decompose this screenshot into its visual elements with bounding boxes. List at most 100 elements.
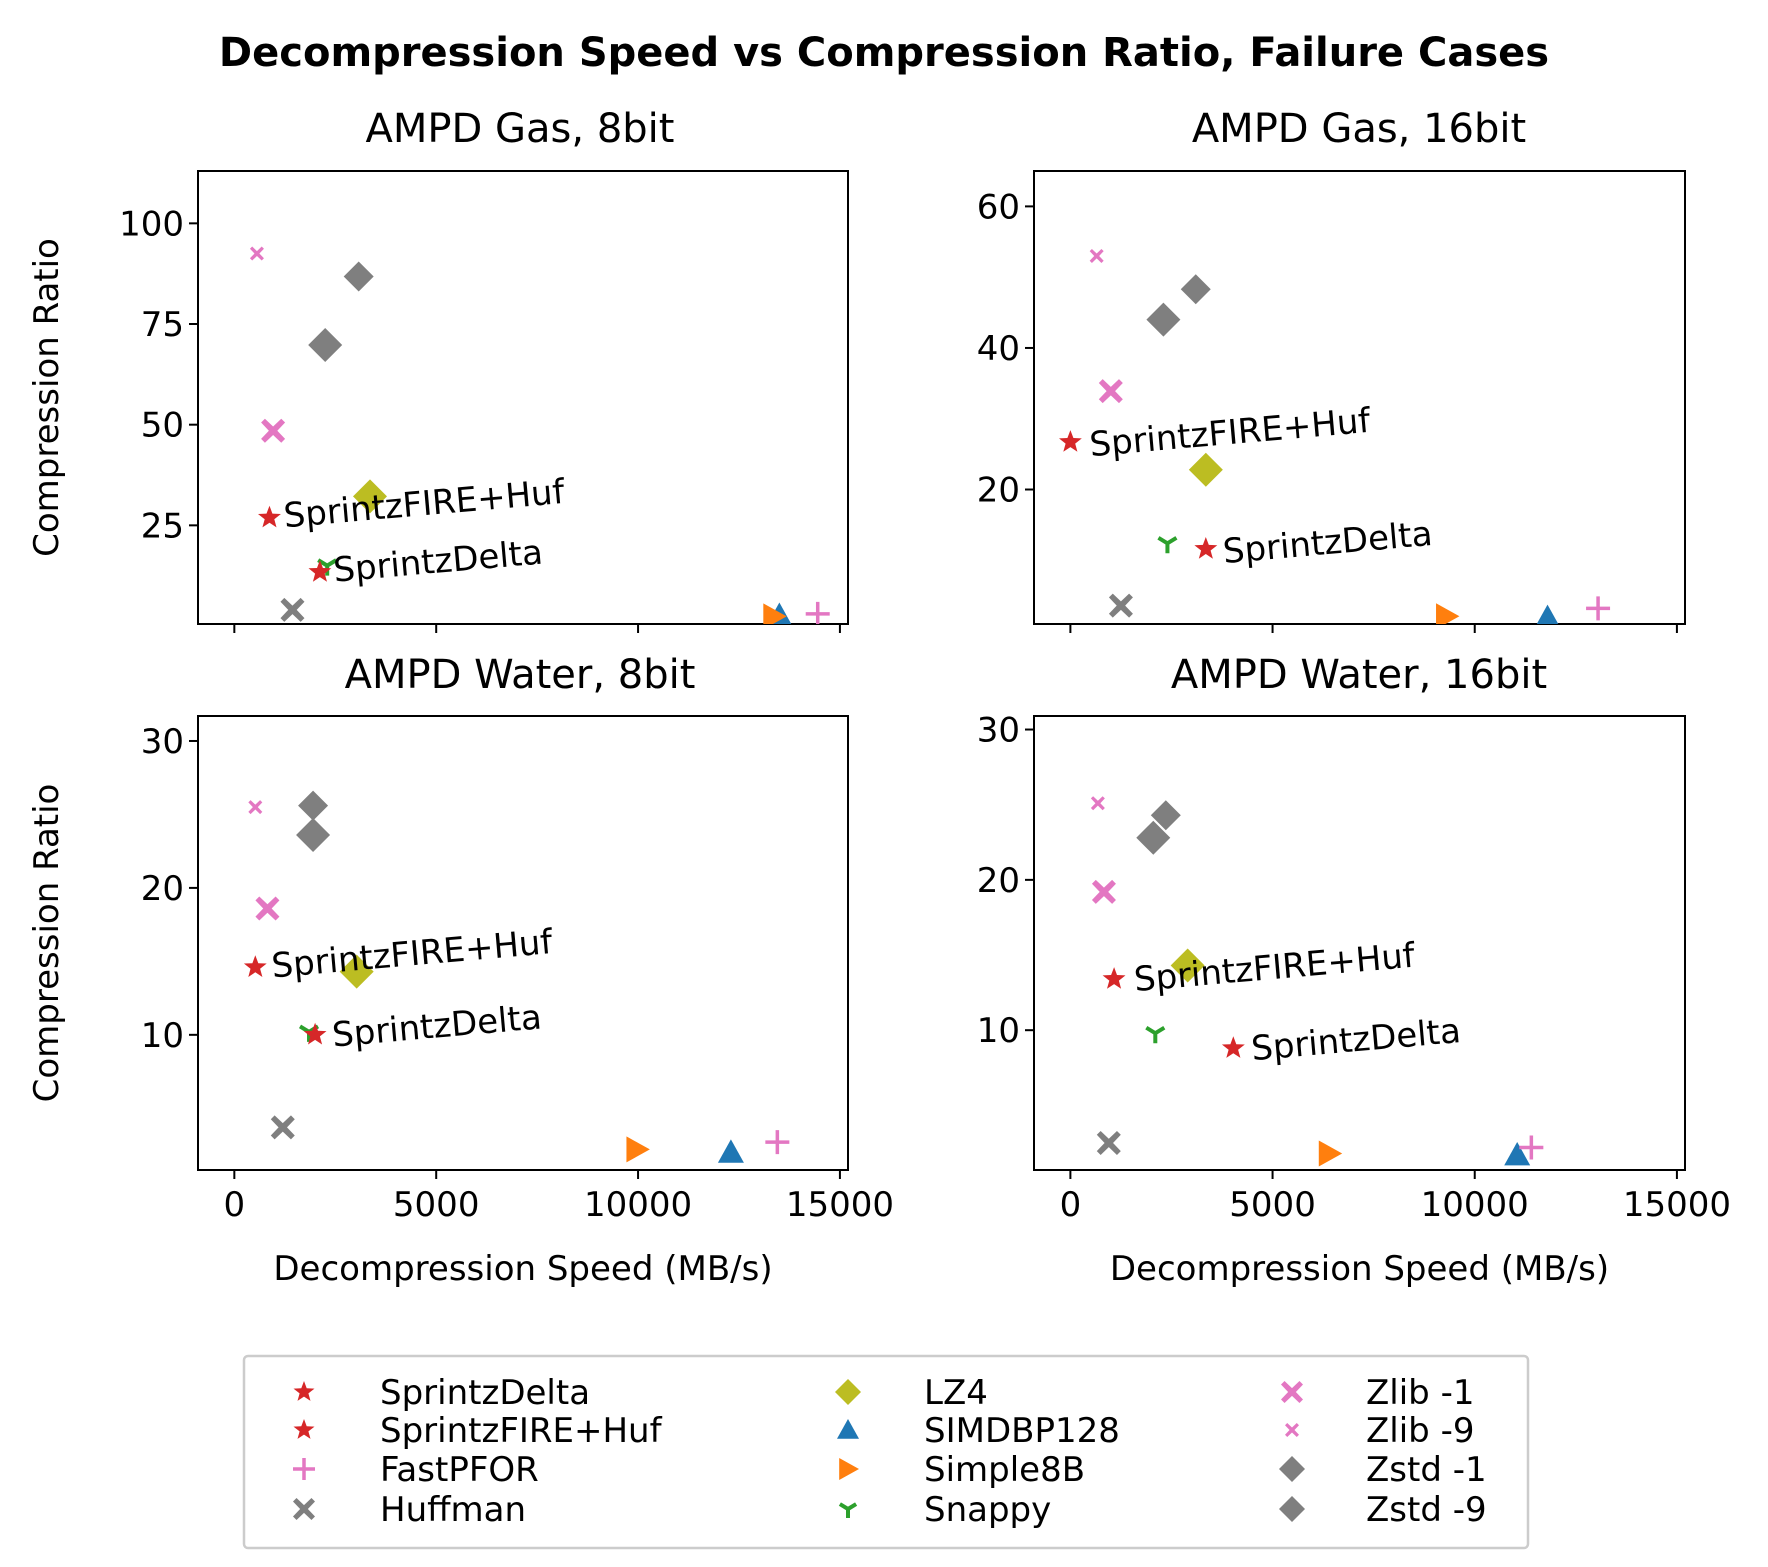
legend-label-huffman: Huffman <box>380 1490 526 1530</box>
legend-label-simdbp128: SIMDBP128 <box>924 1411 1120 1451</box>
annotation-sprintzdelta: SprintzDelta <box>332 533 545 591</box>
point-snappy <box>1157 536 1178 554</box>
subplot-ampd-gas-8bit: AMPD Gas, 8bit 25 50 75 100 Compression Ratio… <box>27 106 849 633</box>
point-simple8b <box>1318 1140 1343 1167</box>
legend-label-lz4: LZ4 <box>924 1373 988 1413</box>
legend-marker-fastpfor <box>293 1458 315 1480</box>
legend-marker-zstd-9 <box>1279 1496 1305 1522</box>
legend-label-zstd-1: Zstd -1 <box>1366 1450 1487 1490</box>
y-tick-label: 30 <box>141 722 184 762</box>
x-tick-label: 15000 <box>786 1185 894 1225</box>
legend-marker-sprintzdelta <box>293 1381 315 1401</box>
plot-frame <box>197 715 849 1171</box>
plot-frame <box>1033 715 1686 1171</box>
point-zlib-9 <box>249 246 264 261</box>
annotation-sprintzfire-huf: SprintzFIRE+Huf <box>270 922 555 986</box>
y-tick-label: 60 <box>977 187 1020 227</box>
x-tick-label: 0 <box>1060 1185 1082 1225</box>
point-zlib-1 <box>1091 879 1116 904</box>
point-zstd-9 <box>343 261 374 292</box>
annotation-sprintzdelta: SprintzDelta <box>1221 514 1434 572</box>
x-axis-label: Decompression Speed (MB/s) <box>273 1249 772 1289</box>
legend-marker-snappy <box>838 1502 858 1518</box>
subplot-title: AMPD Water, 16bit <box>1171 652 1547 698</box>
points <box>1059 248 1611 624</box>
subplot-title: AMPD Gas, 8bit <box>366 106 675 152</box>
point-lz4 <box>1170 948 1205 983</box>
legend-frame <box>242 1354 1530 1550</box>
point-zlib-1 <box>255 896 280 921</box>
y-tick-label: 20 <box>977 471 1020 511</box>
y-tick-label: 100 <box>119 204 184 244</box>
subplot-ampd-water-16bit: AMPD Water, 16bit 0 5000 10000 15000 10 20 30 De… <box>977 652 1731 1289</box>
point-zlib-9 <box>248 800 263 815</box>
point-lz4 <box>1188 452 1223 487</box>
point-lz4 <box>352 479 387 514</box>
legend-label-snappy: Snappy <box>924 1490 1051 1530</box>
legend-marker-zlib-1 <box>1281 1381 1303 1403</box>
point-huffman <box>1108 593 1133 618</box>
point-snappy <box>1145 1025 1166 1044</box>
legend-marker-simdbp128 <box>837 1419 859 1439</box>
legend-label-zlib-1: Zlib -1 <box>1366 1373 1474 1413</box>
point-sprintzfire-huf <box>243 955 267 977</box>
plot-frame <box>1033 170 1686 625</box>
legend-label-zlib-9: Zlib -9 <box>1366 1411 1474 1451</box>
plot-frame <box>197 170 849 625</box>
legend-marker-simple8b <box>839 1458 859 1480</box>
annotation-sprintzfire-huf: SprintzFIRE+Huf <box>282 472 567 536</box>
legend-label-zstd-9: Zstd -9 <box>1366 1490 1487 1530</box>
legend-label-simple8b: Simple8B <box>924 1450 1085 1490</box>
point-huffman <box>270 1115 295 1140</box>
point-sprintzfire-huf <box>1102 967 1126 989</box>
point-zstd-1 <box>1146 302 1181 337</box>
x-axis-label: Decompression Speed (MB/s) <box>1110 1249 1609 1289</box>
point-sprintzdelta <box>1194 537 1218 559</box>
point-sprintzfire-huf <box>1059 430 1082 452</box>
y-tick-label: 30 <box>977 711 1020 751</box>
point-huffman <box>1096 1130 1121 1155</box>
x-tick-label: 10000 <box>1421 1185 1529 1225</box>
legend-marker-zlib-9 <box>1285 1423 1299 1437</box>
x-tick-label: 10000 <box>584 1185 692 1225</box>
point-sprintzdelta <box>308 560 332 582</box>
point-zstd-1 <box>308 327 343 362</box>
legend-marker-sprintzfire-huf <box>293 1419 315 1439</box>
point-simdbp128 <box>1536 604 1559 624</box>
y-axis-label: Compression Ratio <box>27 238 67 557</box>
point-zstd-9 <box>298 790 329 821</box>
y-tick-label: 50 <box>141 406 184 446</box>
y-tick-label: 10 <box>977 1011 1020 1051</box>
point-fastpfor <box>1519 1135 1544 1160</box>
point-zstd-9 <box>1150 800 1181 831</box>
point-zlib-1 <box>1098 379 1123 404</box>
subplot-ampd-gas-16bit: AMPD Gas, 16bit 20 40 60 SprintzFIRE+Huf Spri… <box>977 106 1686 633</box>
point-zstd-1 <box>296 818 331 853</box>
annotation-sprintzfire-huf: SprintzFIRE+Huf <box>1132 936 1417 1000</box>
point-sprintzfire-huf <box>258 505 281 528</box>
point-fastpfor <box>1586 596 1611 621</box>
point-zlib-9 <box>1090 796 1105 811</box>
y-axis-label: Compression Ratio <box>27 784 67 1103</box>
x-tick-label: 0 <box>224 1185 246 1225</box>
y-tick-label: 40 <box>977 329 1020 369</box>
point-simdbp128 <box>1504 1141 1531 1166</box>
point-simdbp128 <box>717 1139 744 1163</box>
points <box>243 790 790 1163</box>
point-simple8b <box>626 1136 650 1163</box>
annotation-sprintzdelta: SprintzDelta <box>1250 1011 1463 1069</box>
figure-title: Decompression Speed vs Compression Ratio… <box>219 30 1549 76</box>
point-sprintzdelta <box>303 1022 327 1045</box>
point-lz4 <box>339 954 374 989</box>
point-zlib-9 <box>1089 248 1104 263</box>
x-tick-label: 5000 <box>1229 1185 1316 1225</box>
point-zstd-1 <box>1136 820 1171 855</box>
legend-marker-zstd-1 <box>1279 1456 1305 1482</box>
x-tick-label: 15000 <box>1623 1185 1731 1225</box>
y-tick-label: 10 <box>141 1016 184 1056</box>
y-tick-label: 75 <box>141 305 184 345</box>
y-tick-label: 20 <box>141 869 184 909</box>
legend-marker-lz4 <box>835 1379 861 1405</box>
